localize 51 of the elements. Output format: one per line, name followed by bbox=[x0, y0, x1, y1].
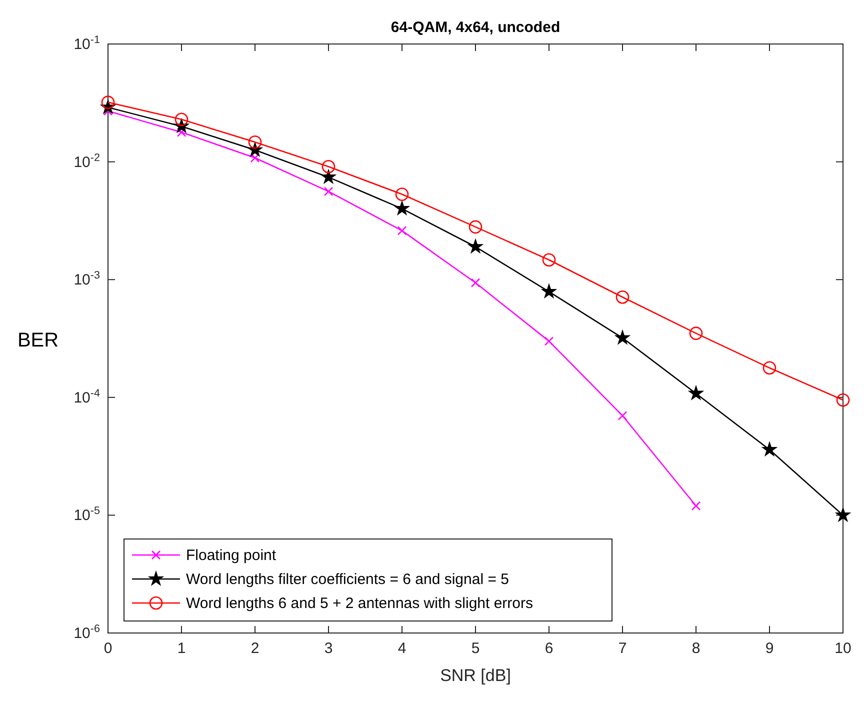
point bbox=[615, 330, 630, 344]
point bbox=[618, 410, 628, 420]
y-tick-label: 10$^{-6}$ bbox=[74, 623, 100, 642]
y-axis-title: BER bbox=[17, 330, 59, 352]
x-tick-label: 3 bbox=[324, 640, 333, 657]
y-tick-label: 10$^{-5}$ bbox=[74, 505, 100, 524]
point bbox=[691, 501, 701, 511]
y-tick-label: 10$^{-4}$ bbox=[74, 387, 100, 406]
x-tick-label: 5 bbox=[471, 640, 480, 657]
legend-label: Word lengths 6 and 5 + 2 antennas with slight errors bbox=[186, 595, 534, 612]
point bbox=[397, 226, 407, 236]
point bbox=[470, 278, 480, 288]
x-tick-label: 9 bbox=[765, 640, 774, 657]
x-axis-title: SNR [dB] bbox=[440, 666, 511, 685]
point bbox=[544, 336, 554, 346]
point bbox=[321, 169, 336, 184]
x-tick-label: 2 bbox=[250, 640, 260, 657]
point bbox=[762, 442, 777, 456]
point bbox=[688, 386, 704, 400]
point bbox=[248, 135, 262, 149]
point bbox=[468, 220, 482, 234]
point bbox=[101, 96, 115, 109]
point bbox=[322, 160, 336, 174]
point bbox=[762, 361, 776, 375]
y-tick-label: 10$^{-3}$ bbox=[74, 270, 100, 289]
point bbox=[395, 188, 409, 201]
chart-title: 64-QAM, 4x64, uncoded bbox=[390, 19, 560, 36]
point bbox=[250, 153, 260, 163]
point bbox=[468, 239, 483, 254]
y-tick-label: 10$^{-2}$ bbox=[74, 152, 100, 171]
point bbox=[836, 507, 850, 522]
point bbox=[689, 326, 703, 340]
x-tick-label: 8 bbox=[692, 640, 700, 657]
x-tick-label: 1 bbox=[177, 640, 186, 657]
point bbox=[616, 290, 630, 304]
point bbox=[174, 112, 188, 126]
legend-label: Word lengths filter coefficients = 6 and signal = 5 bbox=[186, 571, 509, 588]
point bbox=[542, 284, 556, 298]
x-tick-label: 7 bbox=[618, 640, 627, 657]
point bbox=[394, 200, 410, 215]
x-tick-label: 10 bbox=[834, 640, 852, 657]
point bbox=[836, 393, 850, 407]
point bbox=[176, 128, 186, 137]
x-tick-label: 0 bbox=[104, 640, 112, 657]
y-tick-label: 10$^{-1}$ bbox=[74, 34, 100, 53]
legend-label: Floating point bbox=[186, 547, 277, 564]
point bbox=[248, 142, 262, 156]
point bbox=[542, 253, 556, 267]
point bbox=[324, 186, 334, 196]
x-tick-label: 6 bbox=[544, 640, 554, 657]
x-tick-label: 4 bbox=[398, 640, 406, 657]
